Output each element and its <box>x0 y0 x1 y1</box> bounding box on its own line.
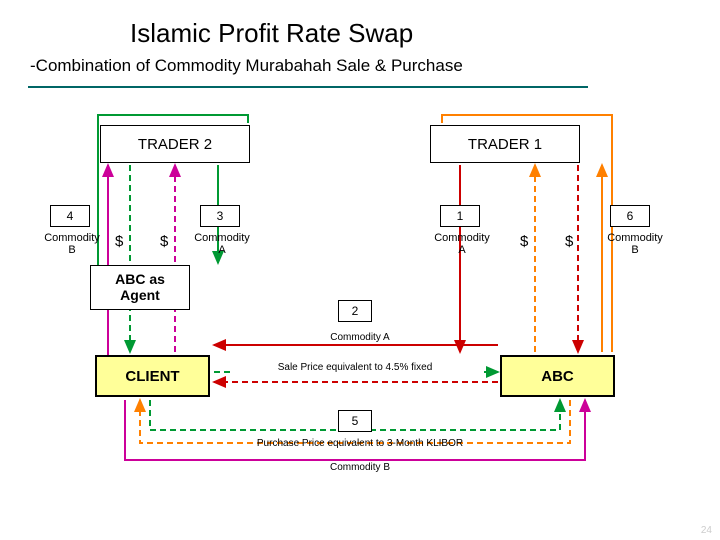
step-6-box: 6 <box>610 205 650 227</box>
commodity-b-bot-label: Commodity B <box>300 462 420 473</box>
abc-agent-line2: Agent <box>120 288 160 303</box>
dollar-1-label: $ <box>115 234 123 251</box>
step-4-label: 4 <box>67 209 74 223</box>
client-box: CLIENT <box>95 355 210 397</box>
step-2-label: 2 <box>352 304 359 318</box>
abc-agent-box: ABC as Agent <box>90 265 190 310</box>
step-1-box: 1 <box>440 205 480 227</box>
page-title: Islamic Profit Rate Swap <box>130 18 413 49</box>
client-label: CLIENT <box>125 368 179 385</box>
abc-box: ABC <box>500 355 615 397</box>
trader-2-label: TRADER 2 <box>138 136 212 153</box>
commodity-a-right-label: Commodity A <box>432 232 492 256</box>
dollar-3-label: $ <box>520 234 528 251</box>
abc-label: ABC <box>541 368 574 385</box>
step-5-box: 5 <box>338 410 372 432</box>
step-6-label: 6 <box>627 209 634 223</box>
step-1-label: 1 <box>457 209 464 223</box>
trader-2-box: TRADER 2 <box>100 125 250 163</box>
step-5-label: 5 <box>352 414 359 428</box>
sale-price-label: Sale Price equivalent to 4.5% fixed <box>230 362 480 373</box>
page-subtitle: -Combination of Commodity Murabahah Sale… <box>30 56 463 76</box>
trader-1-box: TRADER 1 <box>430 125 580 163</box>
step-2-box: 2 <box>338 300 372 322</box>
step-3-box: 3 <box>200 205 240 227</box>
dollar-2-label: $ <box>160 234 168 251</box>
dollar-4-label: $ <box>565 234 573 251</box>
commodity-a-left-label: Commodity A <box>192 232 252 256</box>
commodity-b-right-label: Commodity B <box>605 232 665 256</box>
trader-1-label: TRADER 1 <box>468 136 542 153</box>
page-number: 24 <box>701 525 712 536</box>
step-3-label: 3 <box>217 209 224 223</box>
commodity-a-mid-label: Commodity A <box>300 332 420 343</box>
abc-agent-line1: ABC as <box>115 272 165 287</box>
purchase-price-label: Purchase Price equivalent to 3-Month KLI… <box>210 438 510 449</box>
commodity-b-left-label: Commodity B <box>42 232 102 256</box>
step-4-box: 4 <box>50 205 90 227</box>
title-underline <box>28 86 588 88</box>
